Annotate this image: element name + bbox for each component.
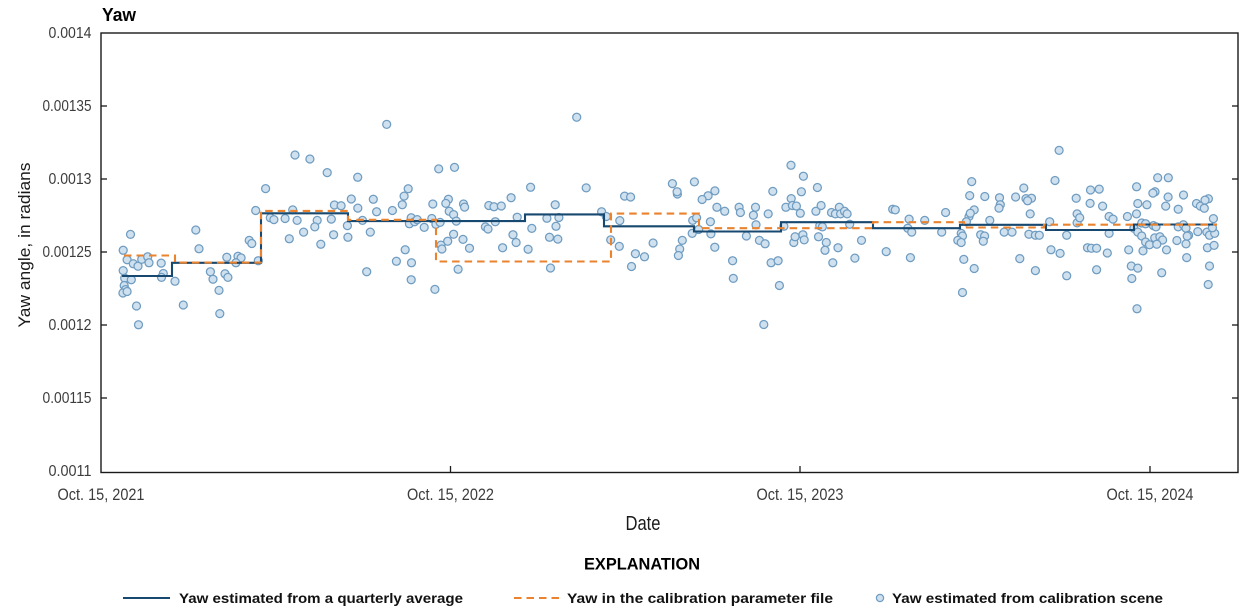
svg-text:0.0012: 0.0012 (49, 317, 92, 334)
svg-text:Date: Date (626, 513, 661, 535)
svg-text:Oct. 15, 2022: Oct. 15, 2022 (407, 486, 494, 504)
svg-text:EXPLANATION: EXPLANATION (584, 556, 700, 574)
svg-text:Oct. 15, 2023: Oct. 15, 2023 (757, 486, 844, 504)
svg-text:Yaw angle, in radians: Yaw angle, in radians (15, 163, 34, 328)
svg-text:0.0011: 0.0011 (49, 463, 92, 480)
svg-text:0.0014: 0.0014 (49, 25, 92, 42)
svg-text:Yaw estimated from calibration: Yaw estimated from calibration scene (892, 590, 1163, 606)
svg-text:0.00115: 0.00115 (43, 390, 92, 407)
svg-text:Yaw estimated from a quarterly: Yaw estimated from a quarterly average (179, 590, 463, 606)
svg-text:Yaw: Yaw (102, 5, 137, 25)
svg-text:0.0013: 0.0013 (49, 171, 92, 188)
svg-text:0.00135: 0.00135 (43, 98, 92, 115)
svg-text:0.00125: 0.00125 (43, 244, 92, 261)
svg-text:Yaw in the calibration paramet: Yaw in the calibration parameter file (567, 590, 833, 606)
svg-text:Oct. 15, 2024: Oct. 15, 2024 (1107, 486, 1194, 504)
svg-text:Oct. 15, 2021: Oct. 15, 2021 (58, 486, 145, 504)
